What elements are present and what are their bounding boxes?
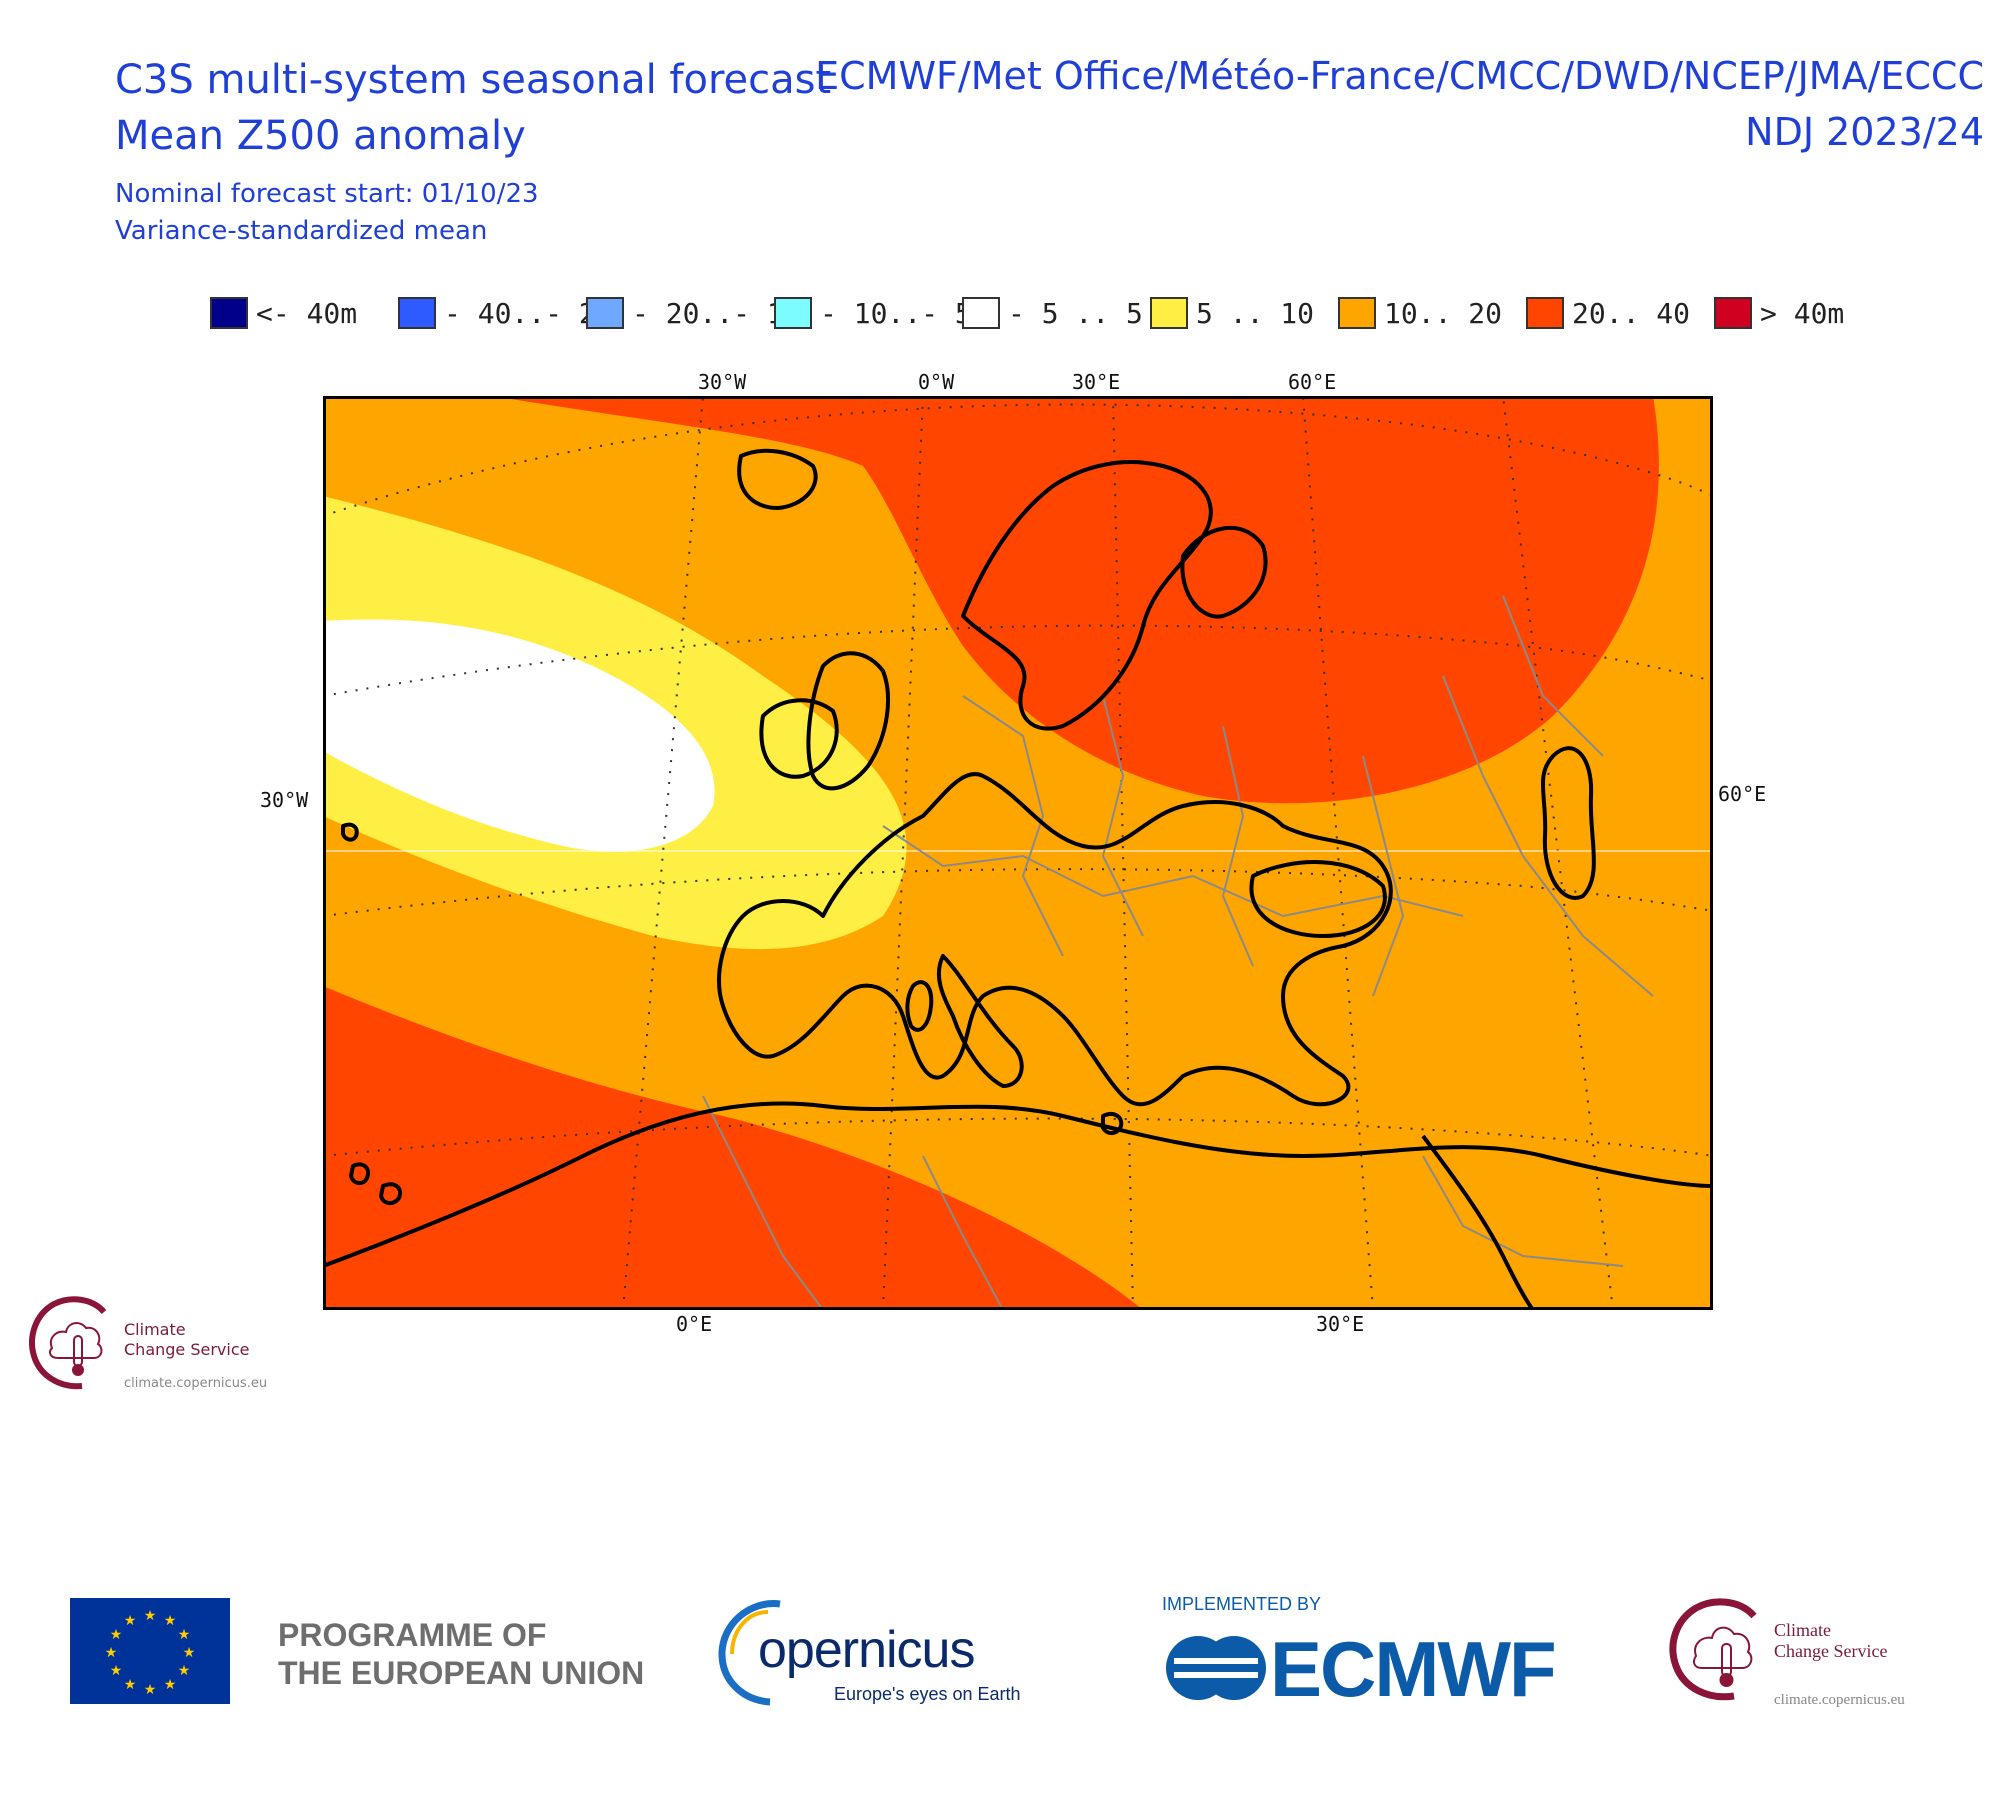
ecmwf-word: ECMWF <box>1270 1625 1557 1713</box>
method-note: Variance-standardized mean <box>115 216 488 246</box>
c3s-large-line2: Change Service <box>1774 1641 1888 1661</box>
legend-item: - 10..- 5 <box>774 294 972 332</box>
c3s-emblem-large-icon <box>1669 1598 1757 1701</box>
legend-label: - 40..- 20 <box>444 296 613 330</box>
legend-swatch <box>1150 297 1188 329</box>
legend-label: - 10..- 5 <box>820 296 972 330</box>
map-panel <box>323 396 1713 1314</box>
svg-text:★: ★ <box>144 1682 157 1698</box>
axis-label-bottom-30e: 30°E <box>1316 1312 1365 1336</box>
copernicus-arc-icon <box>718 1600 781 1706</box>
svg-text:★: ★ <box>183 1645 196 1661</box>
ecmwf-implemented-by: IMPLEMENTED BY <box>1162 1594 1322 1614</box>
legend-swatch <box>962 297 1000 329</box>
legend-swatch <box>1338 297 1376 329</box>
svg-text:★: ★ <box>178 1627 191 1643</box>
copernicus-tagline: Europe's eyes on Earth <box>834 1684 1021 1704</box>
forecast-start: Nominal forecast start: 01/10/23 <box>115 179 539 209</box>
svg-text:★: ★ <box>164 1677 177 1693</box>
legend-item: - 40..- 20 <box>398 294 613 332</box>
axis-label-top-0w: 0°W <box>918 370 955 394</box>
axis-label-top-30e: 30°E <box>1072 370 1121 394</box>
models-block: ECMWF/Met Office/Météo-France/CMCC/DWD/N… <box>815 48 1984 160</box>
svg-text:★: ★ <box>164 1613 177 1629</box>
title-block: C3S multi-system seasonal forecast Mean … <box>115 52 831 250</box>
legend-swatch <box>1526 297 1564 329</box>
legend-swatch <box>1714 297 1752 329</box>
svg-text:★: ★ <box>144 1608 157 1624</box>
c3s-large-text: Climate Change Service <box>1774 1620 1887 1662</box>
anomaly-map <box>323 396 1713 1310</box>
c3s-emblem-icon <box>29 1296 107 1390</box>
country-borders <box>702 595 1654 1310</box>
legend-label: - 20..- 10 <box>632 296 801 330</box>
eu-flag-icon: ★ ★ ★ ★ ★ ★ ★ ★ ★ ★ ★ ★ <box>70 1598 230 1704</box>
copernicus-logo: opernicus Europe's eyes on Earth <box>710 1590 1021 1710</box>
copernicus-word: opernicus <box>758 1621 975 1679</box>
svg-text:★: ★ <box>110 1627 123 1643</box>
legend-swatch <box>398 297 436 329</box>
ecmwf-logo: IMPLEMENTED BY ECMWF <box>1160 1594 1600 1714</box>
forecast-period: NDJ 2023/24 <box>1745 110 1984 154</box>
svg-text:★: ★ <box>124 1613 137 1629</box>
legend-item: 5 .. 10 <box>1150 294 1314 332</box>
chart-title: C3S multi-system seasonal forecast <box>115 57 832 103</box>
anomaly-band-neutral <box>323 619 715 852</box>
legend-item: 20.. 40 <box>1526 294 1690 332</box>
axis-label-bottom-0e: 0°E <box>676 1312 713 1336</box>
axis-label-top-60e: 60°E <box>1288 370 1337 394</box>
legend-swatch <box>774 297 812 329</box>
coastlines <box>323 448 1713 1310</box>
c3s-large-url: climate.copernicus.eu <box>1774 1692 1905 1708</box>
svg-text:★: ★ <box>110 1663 123 1679</box>
legend-item: > 40m <box>1714 294 1844 332</box>
eu-line1: PROGRAMME OF <box>278 1617 547 1653</box>
legend-item: <- 40m <box>210 294 357 332</box>
model-list: ECMWF/Met Office/Météo-France/CMCC/DWD/N… <box>815 54 1984 98</box>
legend-item: - 5 .. 5 <box>962 294 1143 332</box>
c3s-large-line1: Climate <box>1774 1620 1831 1640</box>
anomaly-region-20-40-south <box>323 986 1143 1310</box>
svg-text:★: ★ <box>105 1645 118 1661</box>
svg-text:★: ★ <box>178 1663 191 1679</box>
legend-item: - 20..- 10 <box>586 294 801 332</box>
axis-label-right-60e: 60°E <box>1718 782 1767 806</box>
axis-label-left-30w: 30°W <box>260 788 309 812</box>
legend-label: 5 .. 10 <box>1196 296 1315 330</box>
c3s-small-url: climate.copernicus.eu <box>124 1376 268 1391</box>
c3s-small-line1: Climate <box>124 1320 186 1339</box>
eu-programme-text: PROGRAMME OF THE EUROPEAN UNION <box>278 1616 644 1692</box>
c3s-small-line2: Change Service <box>124 1340 250 1359</box>
axis-label-top-30w: 30°W <box>698 370 747 394</box>
eu-line2: THE EUROPEAN UNION <box>278 1655 645 1691</box>
legend-label: <- 40m <box>256 296 358 330</box>
legend-item: 10.. 20 <box>1338 294 1502 332</box>
svg-text:★: ★ <box>124 1677 137 1693</box>
c3s-logo-small: Climate Change Service climate.copernicu… <box>22 1292 292 1392</box>
legend-label: - 5 .. 5 <box>1008 296 1143 330</box>
anomaly-region-20-40-north <box>493 396 1659 804</box>
legend-label: 20.. 40 <box>1572 296 1691 330</box>
footer-logos: ★ ★ ★ ★ ★ ★ ★ ★ ★ ★ ★ ★ PROGRAMME OF THE… <box>0 1580 2000 1720</box>
c3s-logo-large: Climate Change Service climate.copernicu… <box>1662 1592 1962 1712</box>
legend-label: > 40m <box>1760 296 1845 330</box>
legend-swatch <box>586 297 624 329</box>
legend-label: 10.. 20 <box>1384 296 1503 330</box>
legend-swatch <box>210 297 248 329</box>
ecmwf-emblem-icon <box>1166 1636 1266 1700</box>
chart-subtitle: Mean Z500 anomaly <box>115 113 526 159</box>
map-frame <box>323 396 1713 1310</box>
